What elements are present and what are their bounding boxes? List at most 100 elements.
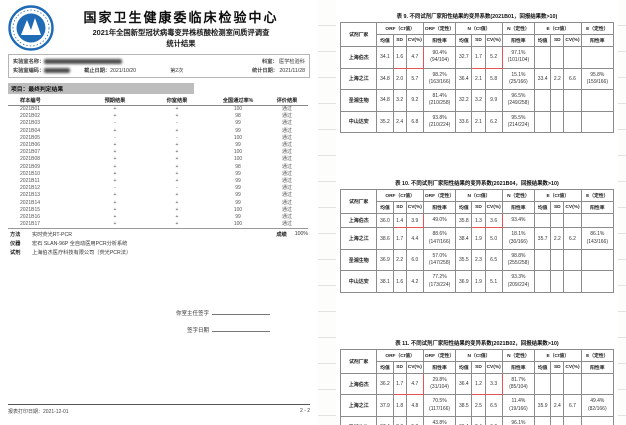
results-header-row: 样本编号 预期结果 你室结果 全国通过率% 评价结果	[8, 96, 308, 106]
data-cell: 100	[233, 106, 243, 112]
data-cell: 2.2	[550, 67, 565, 90]
reagent-value: 上海伯杰医疗科技有限公司（荧光PCR法）	[32, 250, 132, 257]
sub-header-cv: CV(%)	[405, 360, 424, 374]
col-group-e-qual: E（定性）	[580, 348, 615, 362]
row-label-cell: 2021B15	[20, 206, 41, 213]
lab-code-label: 实验室编码：	[13, 68, 45, 74]
table-row: 2021B13 + +99 通过	[8, 192, 308, 199]
data-cell: 1.9	[471, 270, 486, 293]
data-cell: 98	[235, 163, 241, 170]
data-cell: 81.7% (85/104)	[501, 372, 536, 396]
data-cell	[550, 212, 565, 229]
score-value: 100%	[294, 231, 308, 238]
row-label-cell: 2021B14	[20, 199, 41, 206]
group-header-row: 试剂厂家 ORF（Ct值） ORF（定性） N（Ct值） N（定性） E（Ct值…	[339, 22, 615, 47]
data-cell: 15.1% (25/166)	[501, 67, 536, 90]
cv-table-block-2: 表 10. 不同试剂厂家阳性结果的变异系数(2021B04，回报结果数>10) …	[339, 179, 615, 293]
stat-date-value: 2021/11/28	[279, 68, 305, 74]
method-label: 方法	[10, 232, 21, 239]
instrument-row: 仪器 宏石 SLAN-96P 全自动医用PCR分析系统	[10, 240, 308, 247]
data-cell: 3.3	[484, 372, 503, 396]
dept-label: 科室：	[262, 59, 278, 65]
row-label-cell: 2021B02	[20, 113, 41, 120]
lab-info-row: 实验室编码： 截止日期： 2021/10/20 第2次 统计日期： 2021/1…	[13, 66, 305, 75]
sub-header-sd: SD	[471, 34, 486, 47]
sub-header-sd: SD	[550, 34, 565, 47]
col-header-expected: 预期结果	[86, 96, 144, 106]
table-title: 表 10. 不同试剂厂家阳性结果的变异系数(2021B04，回报结果数>10)	[395, 181, 559, 187]
reagent-label: 试剂	[10, 250, 21, 257]
col-group-n-ct: N（Ct值）	[455, 22, 503, 35]
data-cell: 2.1	[471, 110, 486, 133]
data-cell: 99	[235, 199, 241, 206]
table-row: 2021B08 + +100 通过	[8, 156, 308, 163]
data-cell	[563, 248, 582, 272]
data-cell: 通过	[281, 214, 292, 221]
data-cell	[534, 270, 552, 293]
cv-table: 试剂厂家 ORF（Ct值） ORF（定性） N（Ct值） N（定性） E（Ct值…	[339, 348, 615, 425]
data-cell: 2.4	[471, 415, 486, 425]
sub-header-cv: CV(%)	[563, 201, 582, 214]
data-cell: 99	[235, 178, 241, 185]
data-cell: +	[175, 199, 179, 206]
data-cell: +	[175, 192, 179, 199]
data-cell: -	[114, 120, 116, 127]
row-label-cell: 上海之江	[339, 67, 378, 90]
sub-header-posrate: 阳性率	[501, 201, 536, 214]
sub-header-posrate: 阳性率	[580, 201, 615, 214]
data-cell: 96.5% (249/258)	[501, 89, 536, 112]
row-label-cell: 2021B04	[20, 127, 41, 134]
data-cell: +	[113, 199, 117, 206]
data-cell: 3.2	[471, 89, 486, 112]
table-title: 表 11. 不同试剂厂家阳性结果的变异系数(2021B02，回报结果数>10)	[395, 340, 559, 347]
data-cell: 99	[235, 127, 241, 134]
data-cell: 通过	[281, 178, 292, 185]
data-cell: 通过	[281, 192, 292, 199]
data-cell: +	[175, 142, 179, 149]
data-cell: 86.1% (143/166)	[580, 227, 615, 250]
data-cell: +	[113, 178, 117, 185]
sub-header-cv: CV(%)	[484, 360, 503, 374]
final-results-table: 样本编号 预期结果 你室结果 全国通过率% 评价结果 2021B01 + +100 通…	[8, 96, 308, 229]
sub-header-cv: CV(%)	[405, 201, 424, 214]
sub-header-mean: 均值	[534, 201, 552, 214]
table-row: 2021B12 - - 99 通过	[8, 185, 308, 192]
data-cell: 100	[233, 134, 243, 141]
data-cell: 2.0	[392, 67, 407, 90]
sub-header-row: 均值 SD CV(%) 阳性率 均值 SD CV(%) 阳性率 均值 SD CV…	[341, 201, 615, 214]
col-group-e-ct: E（Ct值）	[534, 22, 582, 35]
signature-block: 你室主任签字 签字日期	[176, 300, 270, 334]
data-cell: +	[175, 127, 179, 134]
report-page: 国家卫生健康委临床检验中心 2021年全国新型冠状病毒变异株核酸检测室间质评调查…	[8, 5, 310, 415]
data-cell: 4.8	[405, 394, 424, 417]
sub-header-posrate: 阳性率	[501, 360, 536, 374]
data-cell: 5.2	[484, 46, 503, 69]
data-cell: +	[175, 178, 179, 185]
data-cell: +	[113, 170, 117, 177]
group-header-row: 试剂厂家 ORF（Ct值） ORF（定性） N（Ct值） N（定性） E（Ct值…	[339, 348, 615, 374]
title-block: 国家卫生健康委临床检验中心 2021年全国新型冠状病毒变异株核酸检测室间质评调查…	[54, 5, 308, 49]
data-cell: -	[114, 185, 116, 192]
data-cell: +	[113, 214, 117, 221]
data-cell	[580, 46, 615, 69]
group-header-row: 试剂厂家 ORF（Ct值） ORF（定性） N（Ct值） N（定性） E（Ct值…	[339, 189, 615, 214]
table-row: 上海伯杰 36.0 1.4 3.9 49.0% 35.8 1.3 3.6 93.4%	[339, 212, 615, 229]
data-cell: 43.8% (113/258)	[422, 415, 457, 425]
row-label-cell: 中山达安	[339, 270, 378, 293]
data-cell: 95.5% (214/224)	[501, 110, 536, 133]
data-cell: 37.4	[376, 415, 394, 425]
data-cell: 3.9	[405, 212, 424, 229]
table-row: 圣湘生物 34.8 3.2 9.2 81.4% (210/258) 32.2 3.2 9.9 9…	[339, 89, 615, 112]
data-cell: +	[175, 221, 179, 228]
sub-header-row: 均值 SD CV(%) 阳性率 均值 SD CV(%) 阳性率 均值 SD CV…	[341, 360, 615, 374]
data-cell: 通过	[281, 185, 292, 192]
data-cell	[563, 89, 582, 112]
data-cell	[580, 248, 615, 272]
sub-header-mean: 均值	[455, 360, 473, 374]
row-label-cell: 2021B11	[20, 178, 40, 185]
col-group-orf-qual: ORF（定性）	[422, 348, 457, 362]
data-cell	[580, 372, 615, 396]
table-row: 2021B06 + +99 通过	[8, 142, 308, 149]
data-cell: 70.5% (117/166)	[422, 394, 457, 417]
data-cell: +	[113, 127, 117, 134]
